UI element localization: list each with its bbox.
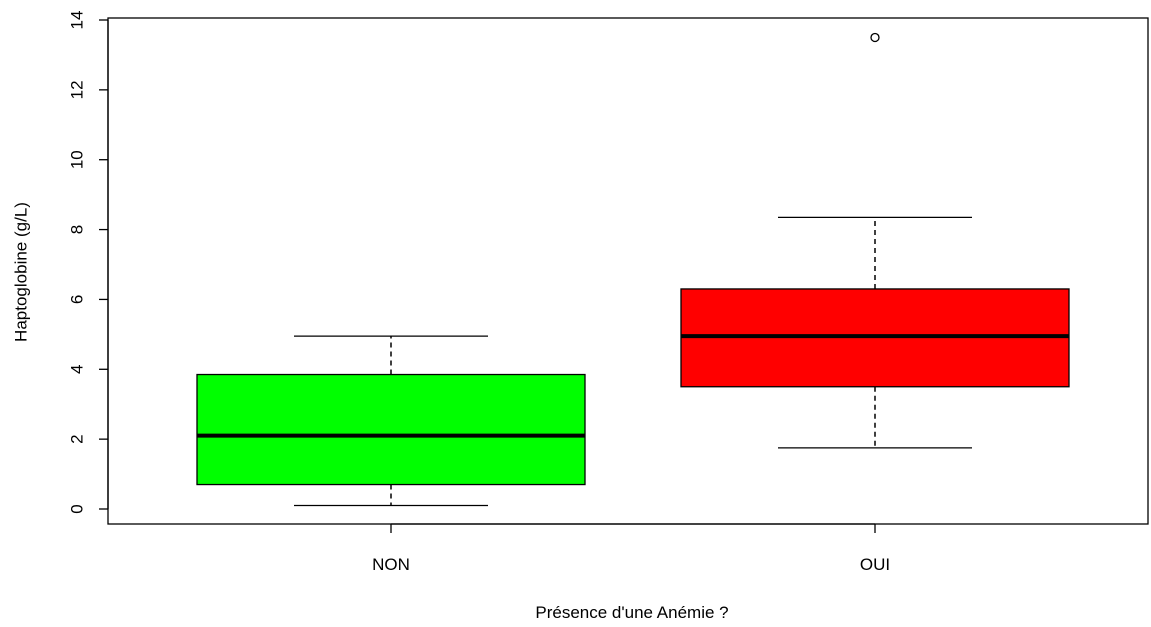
y-tick-label: 2 xyxy=(67,434,86,443)
iqr-box xyxy=(196,373,586,486)
outlier-point xyxy=(870,32,880,43)
box-oui xyxy=(680,32,1070,449)
y-tick-label: 0 xyxy=(67,504,86,513)
x-axis: NON OUI xyxy=(372,523,890,574)
y-tick-label: 14 xyxy=(67,11,86,30)
y-tick-label: 8 xyxy=(67,225,86,234)
y-axis-title: Haptoglobine (g/L) xyxy=(11,202,30,342)
x-tick-label: NON xyxy=(372,555,410,574)
y-tick-label: 4 xyxy=(67,365,86,374)
y-axis: 0 2 4 6 8 10 12 14 xyxy=(67,11,109,514)
y-tick-label: 10 xyxy=(67,150,86,169)
x-tick-label: OUI xyxy=(860,555,890,574)
y-tick-label: 12 xyxy=(67,80,86,99)
boxes xyxy=(196,32,1070,507)
box-non xyxy=(196,335,586,507)
x-axis-title: Présence d'une Anémie ? xyxy=(535,603,728,622)
y-tick-label: 6 xyxy=(67,295,86,304)
